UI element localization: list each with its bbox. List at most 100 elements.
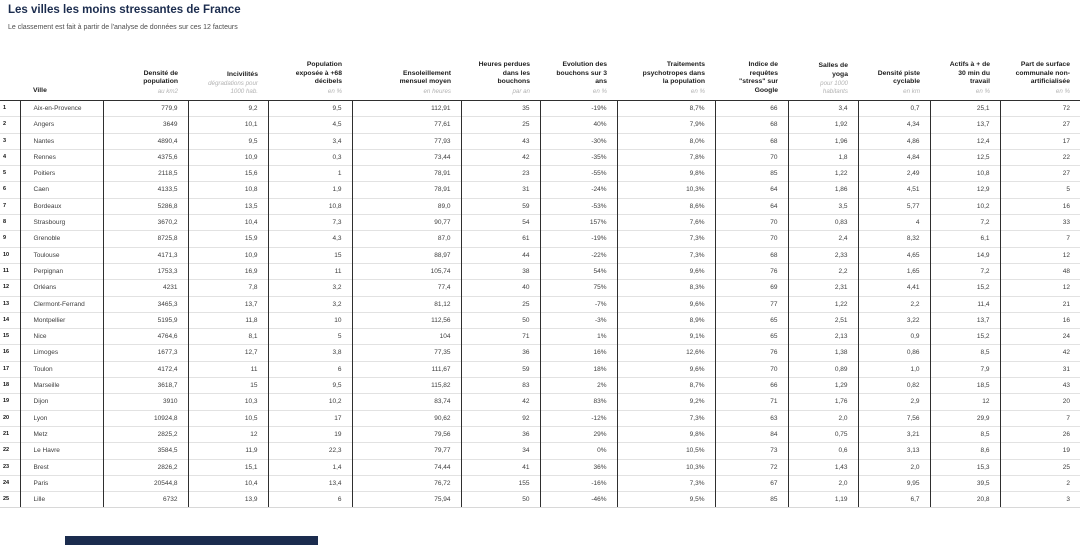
value-cell-9: 4,51 [857,181,930,199]
value-cell-9: 2,49 [857,165,930,182]
value-cell-1: 10,9 [187,246,268,264]
value-cell-11: 3 [999,491,1080,509]
city-cell: Marseille [19,377,103,394]
value-cell-10: 8,5 [929,425,1000,443]
city-cell: Brest [19,458,103,476]
value-cell-7: 70 [714,214,788,231]
value-cell-5: -16% [539,474,617,492]
value-cell-0: 1677,3 [102,344,188,362]
value-cell-7: 68 [714,116,788,134]
city-cell: Rennes [19,148,103,166]
value-cell-5: -19% [539,230,617,248]
value-cell-10: 15,2 [929,328,1000,345]
value-cell-11: 43 [999,377,1080,394]
table-header: Ville Densité de population au km2 Incivil… [0,40,1080,101]
value-cell-2: 3,8 [267,344,352,362]
value-cell-8: 2,0 [787,409,858,427]
value-cell-9: 7,56 [857,409,930,427]
value-cell-10: 13,7 [929,311,1000,329]
value-cell-9: 2,2 [857,295,930,313]
value-cell-0: 4133,5 [102,181,188,199]
value-cell-8: 1,76 [787,393,858,411]
value-cell-5: -35% [539,148,617,166]
value-cell-0: 779,9 [102,99,188,117]
city-cell: Lille [19,491,103,509]
value-cell-1: 10,8 [187,181,268,199]
value-cell-6: 8,0% [616,132,715,150]
value-cell-10: 7,2 [929,214,1000,231]
column-label: Ensoleillement mensuel moyen [399,69,451,86]
value-cell-4: 54 [460,214,540,231]
value-cell-10: 11,4 [929,295,1000,313]
value-cell-8: 1,8 [787,148,858,166]
value-cell-1: 13,5 [187,197,268,215]
value-cell-11: 26 [999,425,1080,443]
value-cell-0: 4171,3 [102,246,188,264]
value-cell-1: 15,6 [187,165,268,182]
rank-cell: 9 [0,230,20,248]
value-cell-5: 16% [539,344,617,362]
column-unit: en % [327,87,342,95]
column-label: Indice de requêtes "stress" sur Google [739,61,778,94]
value-cell-6: 10,3% [616,458,715,476]
value-cell-9: 2,0 [857,458,930,476]
value-cell-6: 7,3% [616,230,715,248]
value-cell-1: 12 [187,425,268,443]
city-cell: Perpignan [19,262,103,280]
rank-cell: 12 [0,279,20,297]
value-cell-3: 73,44 [351,148,461,166]
value-cell-2: 9,5 [267,377,352,394]
value-cell-10: 13,7 [929,116,1000,134]
value-cell-7: 66 [714,377,788,394]
rank-cell: 7 [0,197,20,215]
value-cell-6: 9,6% [616,360,715,378]
value-cell-5: -19% [539,99,617,117]
city-cell: Grenoble [19,230,103,248]
value-cell-2: 6 [267,491,352,509]
rank-cell: 20 [0,409,20,427]
value-cell-2: 4,5 [267,116,352,134]
city-cell: Limoges [19,344,103,362]
city-cell: Orléans [19,279,103,297]
value-cell-9: 6,7 [857,491,930,509]
value-cell-10: 8,6 [929,442,1000,460]
value-cell-2: 11 [267,262,352,280]
value-cell-4: 25 [460,116,540,134]
value-cell-10: 10,8 [929,165,1000,182]
value-cell-9: 4,65 [857,246,930,264]
value-cell-3: 78,91 [351,165,461,182]
value-cell-8: 2,33 [787,246,858,264]
column-unit: pour 1000 habitants [820,80,848,95]
value-cell-4: 43 [460,132,540,150]
value-cell-10: 18,5 [929,377,1000,394]
value-cell-11: 27 [999,165,1080,182]
value-cell-1: 9,5 [187,132,268,150]
table-row: 7 Bordeaux 5286,8 13,5 10,8 89,0 59 -53% 8,6% 64 3… [0,197,1080,215]
value-cell-2: 17 [267,409,352,427]
value-cell-4: 38 [460,262,540,280]
value-cell-3: 81,12 [351,295,461,313]
city-cell: Aix-en-Provence [19,99,103,117]
value-cell-7: 72 [714,458,788,476]
value-cell-11: 7 [999,230,1080,248]
header-row: Ville Densité de population au km2 Incivil… [0,40,1080,101]
column-header-10: Actifs à + de 30 min du travail en % [930,40,1000,101]
value-cell-4: 83 [460,377,540,394]
rank-cell: 23 [0,458,20,476]
value-cell-6: 8,6% [616,197,715,215]
city-cell: Dijon [19,393,103,411]
value-cell-4: 23 [460,165,540,182]
value-cell-9: 4,84 [857,148,930,166]
value-cell-5: 83% [539,393,617,411]
value-cell-4: 92 [460,409,540,427]
rank-cell: 15 [0,328,20,345]
rank-cell: 13 [0,295,20,313]
value-cell-10: 20,8 [929,491,1000,509]
table-row: 23 Brest 2826,2 15,1 1,4 74,44 41 36% 10,3% 72 1,4… [0,458,1080,476]
value-cell-4: 35 [460,99,540,117]
value-cell-8: 3,4 [787,99,858,117]
table-row: 16 Limoges 1677,3 12,7 3,8 77,35 36 16% 12,6% 76 1… [0,344,1080,362]
value-cell-11: 21 [999,295,1080,313]
value-cell-0: 1753,3 [102,262,188,280]
value-cell-2: 7,3 [267,214,352,231]
